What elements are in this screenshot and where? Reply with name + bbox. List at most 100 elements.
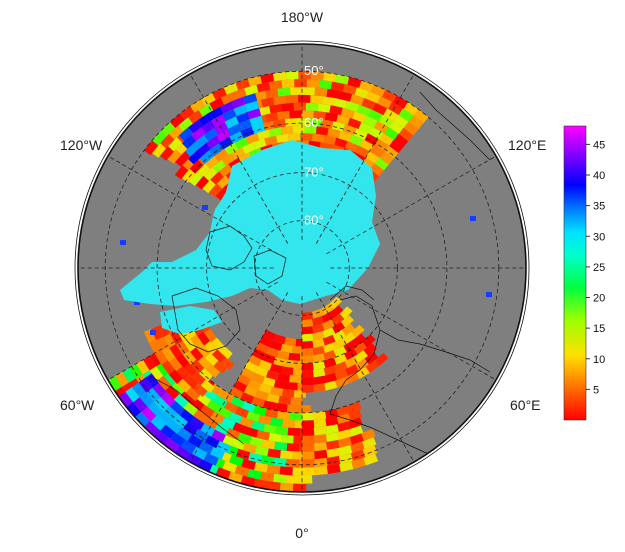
ocean-cell <box>289 374 302 383</box>
data-speck <box>134 300 140 305</box>
ocean-cell <box>200 379 215 393</box>
ocean-cell <box>205 155 219 170</box>
ocean-cell <box>255 366 269 378</box>
ocean-cell <box>196 142 211 157</box>
ocean-cell <box>281 102 294 112</box>
ocean-cell <box>362 437 377 449</box>
ocean-cell <box>181 135 197 149</box>
ocean-cell <box>365 360 380 373</box>
ocean-cell <box>273 379 287 390</box>
ocean-cell <box>335 74 350 85</box>
ocean-cell <box>339 461 354 472</box>
ocean-cell <box>161 360 175 375</box>
ocean-cell <box>245 100 260 112</box>
ocean-cell <box>237 432 252 444</box>
ocean-cell <box>302 362 314 371</box>
ocean-cell <box>312 346 325 356</box>
ocean-cell <box>210 171 224 185</box>
ocean-cell <box>164 437 180 453</box>
colorbar: 45 40 35 30 25 20 15 10 5 <box>563 125 605 421</box>
ocean-cell <box>174 165 189 180</box>
ocean-cell <box>272 71 287 82</box>
ocean-cell <box>293 483 307 492</box>
ocean-cell <box>326 455 341 466</box>
ocean-cell <box>215 187 229 201</box>
ocean-cell <box>191 371 206 386</box>
ocean-cell <box>264 112 279 123</box>
ocean-cell <box>321 311 335 323</box>
ocean-cell <box>221 153 236 166</box>
ocean-cell <box>266 464 281 475</box>
ocean-cell <box>322 96 336 106</box>
ocean-cell <box>248 452 263 464</box>
ocean-cell <box>296 118 310 126</box>
ocean-cell <box>224 142 239 156</box>
ocean-cell <box>306 79 320 88</box>
ocean-cell <box>241 401 256 413</box>
ocean-cell <box>355 358 369 371</box>
ocean-cell <box>149 366 164 381</box>
ocean-cell <box>292 345 304 354</box>
ocean-cell <box>145 373 159 388</box>
ocean-cell <box>323 72 337 83</box>
data-speck <box>202 205 208 210</box>
ocean-cell <box>313 368 326 378</box>
ocean-cell <box>249 115 264 127</box>
ocean-cell <box>204 328 217 343</box>
ocean-cell <box>341 323 356 336</box>
ocean-cell <box>189 416 205 431</box>
ocean-cell <box>325 416 339 427</box>
ocean-cell <box>181 439 197 454</box>
ocean-cell <box>108 375 122 392</box>
ocean-cell <box>313 383 326 393</box>
ocean-cell <box>118 391 133 408</box>
ocean-cell <box>286 404 300 413</box>
lat-label-50: 50° <box>304 63 324 78</box>
ocean-cell <box>190 397 205 411</box>
baffin-ice <box>160 306 222 334</box>
ocean-cell <box>152 383 167 398</box>
ocean-cell <box>285 94 299 104</box>
meridian-240 <box>107 155 278 255</box>
ocean-cell <box>348 409 363 421</box>
ocean-cell <box>204 341 218 355</box>
ocean-cell <box>302 333 314 342</box>
ocean-cell <box>161 392 176 407</box>
ocean-cell <box>260 97 275 108</box>
ocean-cell <box>413 109 429 124</box>
ocean-cell <box>398 108 414 122</box>
ocean-cell <box>199 150 214 164</box>
ocean-cell <box>212 159 226 174</box>
ocean-cell <box>196 163 211 178</box>
ocean-cell <box>292 367 305 376</box>
ocean-cell <box>260 455 275 466</box>
ocean-cell <box>338 437 352 448</box>
ocean-cell <box>329 105 343 116</box>
ocean-cell <box>209 143 224 157</box>
ocean-cell <box>318 80 333 90</box>
ocean-cell <box>242 442 257 454</box>
ocean-cell <box>334 353 348 365</box>
ocean-cell <box>201 120 216 134</box>
ocean-cell <box>193 428 209 443</box>
ocean-cell <box>152 131 167 146</box>
ocean-cell <box>343 340 357 353</box>
ocean-cell <box>313 411 327 420</box>
ocean-cell <box>284 359 297 369</box>
ocean-cell <box>369 127 384 140</box>
ocean-cell <box>234 137 249 150</box>
ocean-cell <box>345 141 359 153</box>
meridian-150 <box>315 73 415 244</box>
ocean-cell <box>322 334 336 346</box>
ocean-cell <box>374 139 389 152</box>
meridian-330 <box>189 292 289 463</box>
ocean-cell <box>403 102 419 116</box>
colorbar-label-20: 20 <box>593 293 605 305</box>
ocean-cell <box>115 371 129 387</box>
ocean-cell <box>301 110 314 119</box>
ocean-cell <box>323 365 337 376</box>
ocean-cell <box>253 478 268 490</box>
colorbar-label-5: 5 <box>593 384 599 396</box>
ocean-cell <box>166 419 182 434</box>
ocean-cell <box>200 404 215 418</box>
